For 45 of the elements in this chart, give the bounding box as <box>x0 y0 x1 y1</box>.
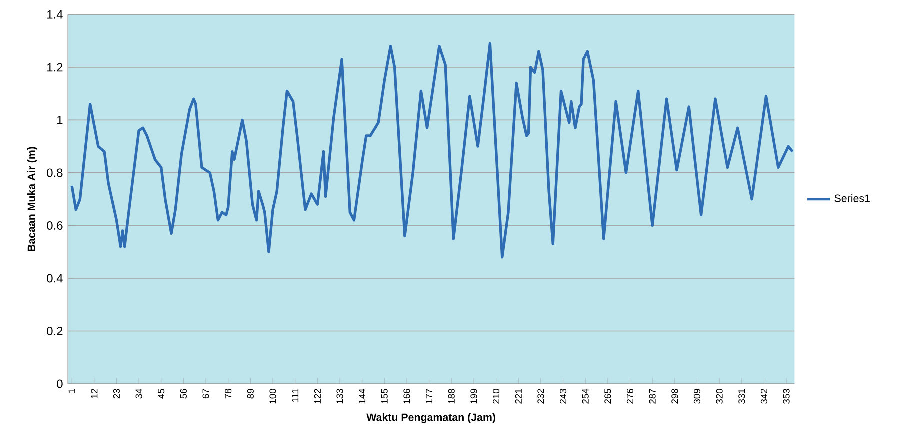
x-tick-label: 100 <box>270 389 276 404</box>
x-tick-label: 177 <box>426 389 433 404</box>
x-tick-label: 144 <box>359 388 366 404</box>
x-tick-label: 155 <box>381 389 388 404</box>
x-tick-label: 298 <box>672 389 678 404</box>
x-tick-label: 56 <box>180 389 187 399</box>
x-tick-label: 276 <box>626 389 634 404</box>
y-tick-label: 0 <box>57 380 63 388</box>
x-tick-label: 254 <box>582 388 589 404</box>
y-tick-label: 0.8 <box>47 168 63 178</box>
x-tick-label: 342 <box>760 389 768 404</box>
x-tick-label: 188 <box>448 389 455 404</box>
x-tick-label: 23 <box>113 389 120 399</box>
x-tick-label: 353 <box>783 389 790 404</box>
x-tick-label: 265 <box>604 389 612 404</box>
x-tick-label: 221 <box>515 389 522 404</box>
y-tick-label: 0.6 <box>47 221 63 230</box>
x-tick-label: 34 <box>136 388 142 399</box>
x-tick-label: 122 <box>314 389 321 404</box>
y-tick-label: 1.2 <box>48 63 63 72</box>
x-tick-label: 199 <box>470 389 478 404</box>
y-tick-label: 1.4 <box>48 10 63 19</box>
x-tick-label: 243 <box>560 389 567 404</box>
x-tick-label: 45 <box>158 389 165 399</box>
x-tick-label: 287 <box>649 389 656 404</box>
legend-label: Series1 <box>834 194 870 202</box>
x-tick-label: 210 <box>492 389 500 404</box>
x-tick-label: 111 <box>292 389 299 402</box>
x-tick-label: 320 <box>716 389 723 404</box>
y-tick-label: 1 <box>58 116 63 124</box>
x-tick-label: 331 <box>738 389 746 404</box>
x-tick-label: 89 <box>247 389 254 399</box>
x-axis-title: Waktu Pengamatan (Jam) <box>366 413 496 424</box>
x-tick-label: 12 <box>91 389 98 398</box>
x-tick-label: 78 <box>225 389 232 399</box>
y-tick-label: 0.2 <box>47 326 63 336</box>
x-tick-label: 133 <box>336 389 344 404</box>
x-tick-label: 67 <box>202 389 210 399</box>
x-tick-label: 309 <box>694 389 701 404</box>
x-tick-label: 166 <box>404 389 410 404</box>
line-series <box>70 42 794 259</box>
y-tick-label: 0.4 <box>47 274 63 283</box>
x-tick-label: 1 <box>68 389 76 394</box>
y-axis-title: Bacaan Muka Air (m) <box>28 147 38 252</box>
x-tick-label: 232 <box>538 389 544 404</box>
